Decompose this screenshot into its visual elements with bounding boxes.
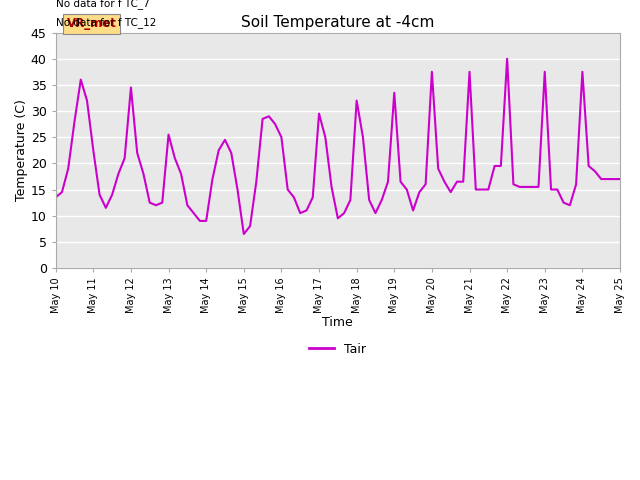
Legend: Tair: Tair — [305, 337, 371, 360]
Tair — [384, 179, 392, 185]
Title: Soil Temperature at -4cm: Soil Temperature at -4cm — [241, 15, 435, 30]
Tair — [610, 176, 618, 182]
Y-axis label: Temperature (C): Temperature (C) — [15, 99, 28, 201]
Line: Tair: Tair — [56, 59, 620, 234]
Text: No data for f TC_7: No data for f TC_7 — [56, 0, 149, 9]
Text: No data for f TC_12: No data for f TC_12 — [56, 17, 156, 28]
Tair — [503, 56, 511, 61]
Text: VR_met: VR_met — [67, 17, 117, 30]
Tair — [52, 194, 60, 200]
Tair — [541, 69, 548, 75]
X-axis label: Time: Time — [323, 316, 353, 329]
Tair — [196, 218, 204, 224]
Tair — [240, 231, 248, 237]
Tair — [616, 176, 624, 182]
Tair — [121, 155, 129, 161]
Tair — [184, 203, 191, 208]
